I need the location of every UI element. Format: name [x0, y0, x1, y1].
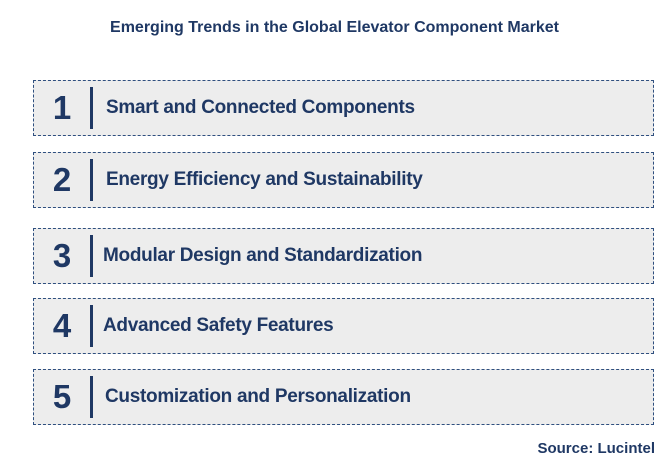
trend-number: 5 [52, 378, 72, 415]
trend-number: 3 [52, 237, 72, 274]
trend-label: Customization and Personalization [105, 386, 411, 407]
trend-label: Modular Design and Standardization [103, 245, 423, 266]
trend-divider [90, 235, 93, 277]
trend-divider [90, 376, 93, 418]
trend-divider [90, 305, 93, 347]
source-note: Source: Lucintel [537, 440, 655, 457]
diagram-title: Emerging Trends in the Global Elevator C… [110, 19, 559, 36]
trend-item-4: 4 Advanced Safety Features [33, 298, 654, 354]
trend-item-3: 3 Modular Design and Standardization [33, 228, 654, 284]
trend-label: Energy Efficiency and Sustainability [106, 169, 423, 190]
trend-number: 4 [52, 307, 72, 344]
trend-divider [90, 87, 93, 129]
trend-label: Smart and Connected Components [106, 97, 415, 118]
trend-number: 1 [52, 89, 72, 126]
trend-item-2: 2 Energy Efficiency and Sustainability [33, 152, 654, 208]
trend-label: Advanced Safety Features [103, 315, 334, 336]
trend-divider [90, 159, 93, 201]
trend-item-1: 1 Smart and Connected Components [33, 80, 654, 136]
trend-number: 2 [52, 161, 72, 198]
trend-item-5: 5 Customization and Personalization [33, 369, 654, 425]
